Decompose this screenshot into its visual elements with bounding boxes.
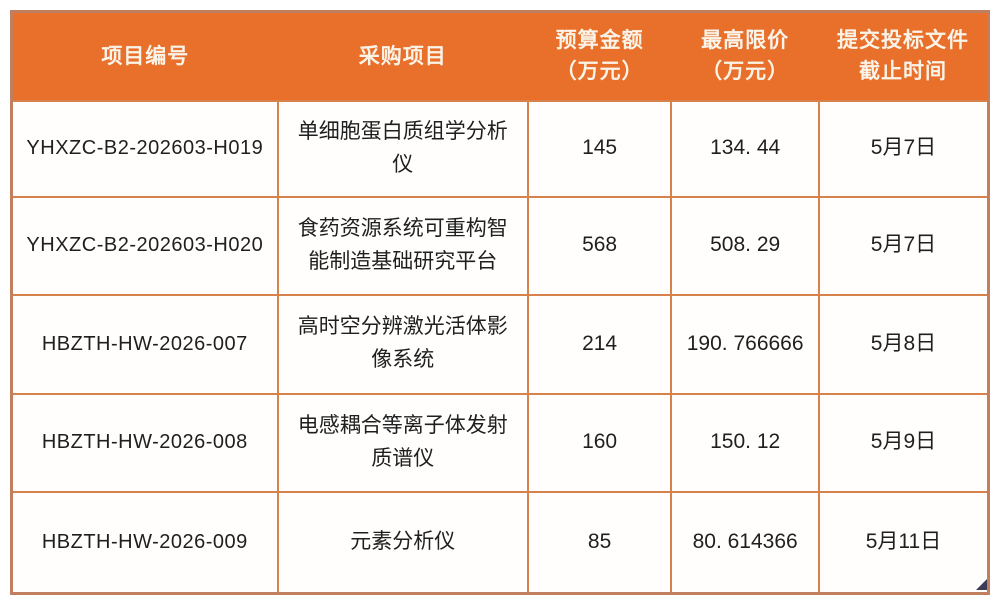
procurement-table: 项目编号 采购项目 预算金额 （万元） 最高限价 （万元） 提交投标文件 截止时… [10,10,990,595]
cell-deadline: 5月8日 [817,293,989,395]
table-row: YHXZC-B2-202603-H020 食药资源系统可重构智能制造基础研究平台… [11,195,989,296]
cell-budget: 145 [526,99,673,198]
cell-max-price: 150. 12 [670,392,820,493]
table-row: HBZTH-HW-2026-007 高时空分辨激光活体影像系统 214 190.… [11,293,989,395]
cell-deadline: 5月9日 [817,392,989,493]
cell-budget: 214 [526,293,673,395]
header-cell-budget: 预算金额 （万元） [527,11,672,101]
cell-project-name: 高时空分辨激光活体影像系统 [276,293,529,395]
cell-budget: 160 [526,392,673,493]
table-row: HBZTH-HW-2026-009 元素分析仪 85 80. 614366 5月… [11,490,989,594]
cell-project-name: 电感耦合等离子体发射质谱仪 [276,392,529,493]
cell-budget: 85 [526,490,673,594]
cell-max-price: 134. 44 [670,99,820,198]
cell-project-id: HBZTH-HW-2026-007 [11,293,279,395]
cell-max-price: 508. 29 [670,195,820,296]
header-cell-max-price: 最高限价 （万元） [671,11,819,101]
cell-deadline: 5月7日 [817,99,989,198]
cell-project-id: YHXZC-B2-202603-H020 [11,195,279,296]
cell-project-id: HBZTH-HW-2026-009 [11,490,279,594]
cell-project-id: HBZTH-HW-2026-008 [11,392,279,493]
cell-project-name: 元素分析仪 [276,490,529,594]
cell-max-price: 190. 766666 [670,293,820,395]
table-row: YHXZC-B2-202603-H019 单细胞蛋白质组学分析仪 145 134… [11,99,989,198]
cell-budget: 568 [526,195,673,296]
table-resize-handle-icon [976,579,987,590]
header-cell-project-id: 项目编号 [11,11,278,101]
header-cell-deadline: 提交投标文件 截止时间 [818,11,989,101]
cell-project-name: 食药资源系统可重构智能制造基础研究平台 [276,195,529,296]
cell-max-price: 80. 614366 [670,490,820,594]
table-row: HBZTH-HW-2026-008 电感耦合等离子体发射质谱仪 160 150.… [11,392,989,493]
cell-deadline: 5月7日 [817,195,989,296]
header-cell-project-name: 采购项目 [277,11,528,101]
cell-project-id: YHXZC-B2-202603-H019 [11,99,279,198]
cell-project-name: 单细胞蛋白质组学分析仪 [276,99,529,198]
cell-deadline: 5月11日 [817,490,989,594]
table-header-row: 项目编号 采购项目 预算金额 （万元） 最高限价 （万元） 提交投标文件 截止时… [11,11,989,101]
